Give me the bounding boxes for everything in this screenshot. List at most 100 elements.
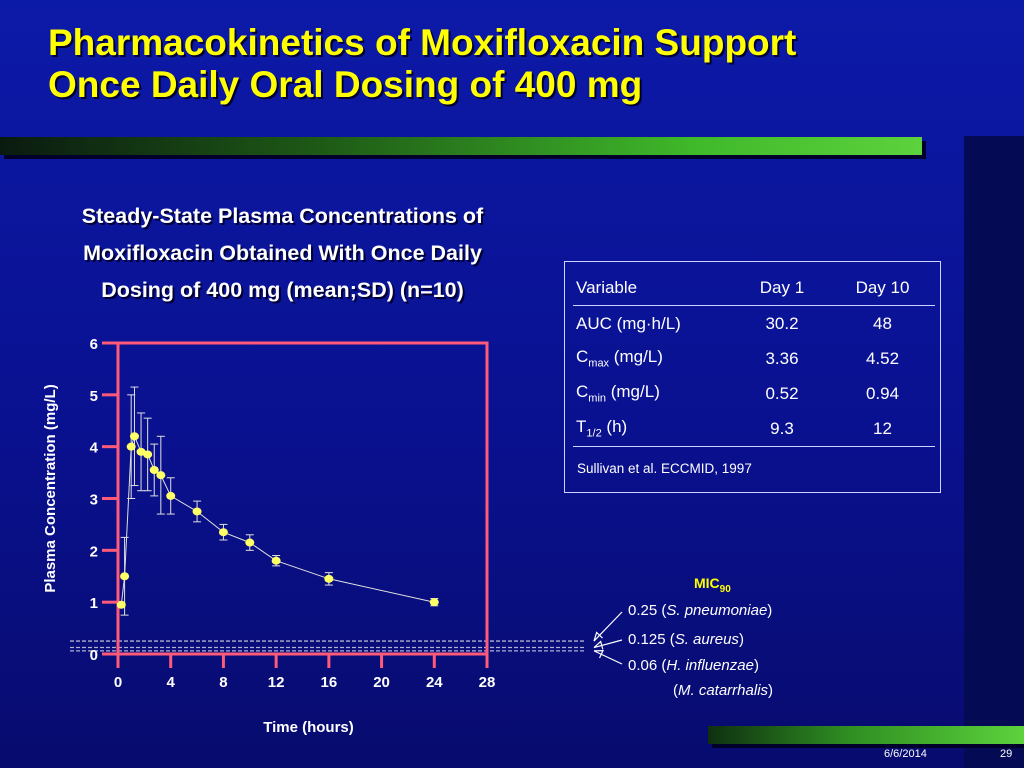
mic-title: MIC90 [694, 575, 731, 595]
paren-close: ) [768, 682, 774, 699]
data-point [192, 507, 202, 516]
data-point [126, 442, 136, 451]
pk-table-cell-day10: 4.52 [865, 348, 900, 368]
mic-arrow-head [593, 631, 603, 642]
data-point [116, 600, 126, 609]
variable-name: C [576, 347, 589, 367]
pk-table-cell-day10: 12 [830, 411, 935, 447]
paren-close: ) [767, 602, 773, 619]
mic-value: 0.06 [628, 657, 658, 674]
x-tick-label: 28 [479, 674, 496, 691]
mic-value: 0.125 [628, 631, 666, 648]
mic-arrow-head [593, 649, 604, 659]
data-point [324, 574, 334, 583]
pk-table-row-thalf: T1/2 (h) 9.3 12 [573, 411, 935, 447]
x-tick-label: 4 [167, 674, 176, 691]
footer-date: 6/6/2014 [884, 748, 927, 760]
mic-item-pneumoniae: 0.25 (S. pneumoniae) [628, 602, 772, 619]
slide-title-line-2: Once Daily Oral Dosing of 400 mg [48, 64, 643, 105]
chart-heading-line-3: Dosing of 400 mg (mean;SD) (n=10) [101, 278, 464, 302]
pk-table-cell-variable: AUC (mg·h/L) [573, 306, 734, 342]
x-tick-label: 24 [426, 674, 443, 691]
paren-close: ) [753, 657, 759, 674]
pk-table-cell-variable: T1/2 (h) [573, 411, 734, 447]
variable-unit: (h) [601, 417, 628, 437]
organism-name: M. catarrhalis [678, 682, 769, 699]
pk-table-header-day10: Day 10 [830, 270, 935, 306]
y-tick-label: 3 [90, 492, 98, 509]
pk-table-cell-variable: Cmax (mg/L) [573, 341, 734, 376]
x-axis-label: Time (hours) [263, 719, 354, 736]
variable-name: AUC (mg·h/L) [576, 313, 681, 333]
pk-table-cell-day10: 0.94 [865, 383, 900, 403]
paren-open: ( [673, 682, 678, 699]
x-tick-label: 20 [373, 674, 390, 691]
mic-arrow-line [593, 650, 623, 665]
pk-table-box: Variable Day 1 Day 10 AUC (mg·h/L) 30.2 … [564, 261, 941, 493]
variable-unit: (mg/L) [609, 347, 663, 367]
pk-table-header-day1: Day 1 [734, 270, 830, 306]
x-tick-label: 16 [321, 674, 338, 691]
variable-subscript: max [588, 357, 610, 370]
y-axis-label: Plasma Concentration (mg/L) [42, 384, 59, 592]
pk-table-header-row: Variable Day 1 Day 10 [573, 270, 935, 306]
paren-open: ( [657, 602, 667, 619]
y-tick-label: 0 [90, 647, 98, 664]
mic-item-catarrhalis: (M. catarrhalis) [673, 682, 773, 699]
variable-unit: (mg/L) [606, 382, 660, 402]
pk-table-row-cmax: Cmax (mg/L) 3.36 4.52 [573, 341, 935, 376]
variable-name: C [576, 382, 589, 402]
mic-item-influenzae: 0.06 (H. influenzae) [628, 657, 759, 674]
mic-value: 0.25 [628, 602, 658, 619]
x-tick-label: 12 [268, 674, 285, 691]
data-point [271, 556, 281, 565]
y-tick-label: 5 [90, 388, 98, 405]
y-tick-label: 4 [90, 440, 99, 457]
variable-name: T [576, 417, 587, 437]
organism-name: S. aureus [674, 631, 739, 648]
paren-open: ( [665, 631, 675, 648]
chart-heading: Steady-State Plasma Concentrations of Mo… [10, 198, 555, 309]
table-source-citation: Sullivan et al. ECCMID, 1997 [577, 461, 752, 476]
x-tick-label: 0 [114, 674, 122, 691]
title-divider-bar [0, 137, 922, 155]
variable-subscript: min [588, 392, 607, 405]
pk-table: Variable Day 1 Day 10 AUC (mg·h/L) 30.2 … [573, 270, 935, 447]
mic-title-text: MIC [694, 575, 720, 591]
pk-table-header-variable: Variable [573, 270, 734, 306]
pk-table-cell-day10: 48 [873, 313, 892, 333]
y-tick-label: 1 [90, 595, 98, 612]
pk-table-row-auc: AUC (mg·h/L) 30.2 48 [573, 306, 935, 342]
pk-table-cell-day1: 30.2 [765, 313, 799, 333]
data-point [429, 598, 439, 607]
data-point [218, 528, 228, 537]
pk-table-cell-day1: 3.36 [765, 348, 799, 368]
pk-table-row-cmin: Cmin (mg/L) 0.52 0.94 [573, 376, 935, 411]
chart-heading-line-2: Moxifloxacin Obtained With Once Daily [83, 241, 482, 265]
slide-title: Pharmacokinetics of Moxifloxacin Support… [48, 22, 988, 106]
slide-title-line-1: Pharmacokinetics of Moxifloxacin Support [48, 22, 797, 63]
mic-arrow-head [593, 640, 604, 650]
variable-subscript: 1/2 [586, 427, 602, 440]
pk-table-cell-day1: 0.52 [765, 383, 799, 403]
right-panel-background [964, 136, 1024, 768]
paren-close: ) [738, 631, 744, 648]
x-tick-label: 8 [219, 674, 227, 691]
pk-table-cell-variable: Cmin (mg/L) [573, 376, 734, 411]
organism-name: S. pneumoniae [666, 602, 768, 619]
data-point [120, 572, 130, 581]
y-tick-label: 6 [90, 336, 98, 353]
data-point [129, 432, 139, 441]
data-point [143, 450, 153, 459]
data-point [156, 471, 166, 480]
footer-page-number: 29 [1000, 748, 1013, 760]
data-point [149, 465, 159, 474]
footer-bar [708, 726, 1024, 744]
paren-open: ( [657, 657, 667, 674]
mic-item-aureus: 0.125 (S. aureus) [628, 631, 744, 648]
data-point [245, 538, 255, 547]
mic-arrow-line [593, 611, 623, 642]
mic-arrow-line [593, 639, 623, 649]
mic-title-subscript: 90 [719, 583, 731, 595]
